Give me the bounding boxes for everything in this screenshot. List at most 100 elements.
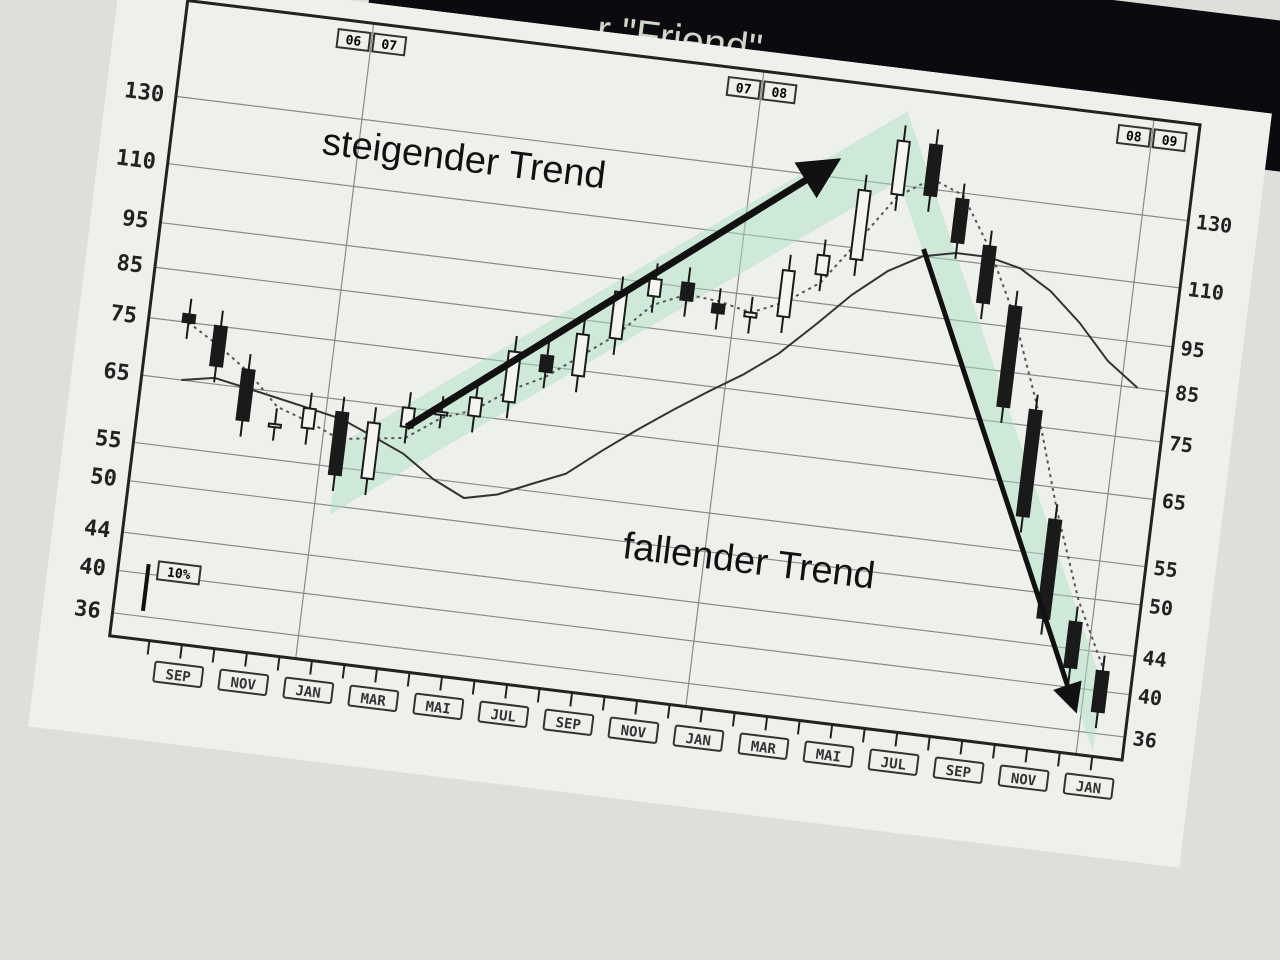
y-tick-label-left: 44 <box>83 515 112 543</box>
year-marker: 07 <box>380 38 397 55</box>
candle <box>360 421 382 481</box>
x-tick <box>244 652 248 667</box>
y-tick-label-right: 50 <box>1148 594 1175 621</box>
x-tick <box>927 736 931 751</box>
year-divider <box>1075 119 1155 755</box>
month-label-box <box>347 684 400 712</box>
month-label: JAN <box>295 683 322 702</box>
month-label-box <box>217 668 270 697</box>
candle <box>890 139 911 197</box>
candle <box>849 188 872 262</box>
x-tick <box>1089 756 1094 771</box>
month-label: MAI <box>815 747 842 766</box>
y-tick-label-left: 65 <box>102 359 131 387</box>
gridline <box>175 95 1189 222</box>
month-label-box <box>672 724 725 752</box>
gridline <box>133 441 1146 568</box>
candle <box>646 277 663 299</box>
x-tick <box>861 728 866 743</box>
candle <box>776 268 796 319</box>
candle <box>538 353 555 374</box>
plot-frame <box>108 0 1202 762</box>
y-tick-label-right: 40 <box>1137 684 1164 711</box>
x-tick <box>699 708 704 723</box>
month-label-box <box>282 676 335 704</box>
year-marker: 08 <box>771 85 789 102</box>
y-tick-label-left: 130 <box>123 78 166 108</box>
scale-flag-bar <box>140 563 151 612</box>
scale-flag-box <box>155 560 202 586</box>
candle <box>996 304 1023 409</box>
x-tick <box>796 720 801 735</box>
uptrend-arrow <box>404 158 842 430</box>
candlestick-chart: 130 130 110 110 95 95 85 85 75 75 65 65 55 55 50 50 44 44… <box>28 0 1272 868</box>
y-tick-label-right: 36 <box>1131 726 1158 753</box>
y-tick-label-left: 85 <box>115 251 144 279</box>
month-label-box <box>607 716 660 744</box>
month-label-box <box>412 692 465 720</box>
year-marker: 08 <box>1125 129 1143 146</box>
x-tick <box>731 712 736 727</box>
x-tick <box>211 648 216 663</box>
candle <box>950 197 970 245</box>
year-marker-box <box>335 28 372 53</box>
year-marker: 09 <box>1161 133 1178 150</box>
candle <box>814 253 831 277</box>
y-tick-label-left: 36 <box>73 596 102 624</box>
month-label-box <box>802 740 855 768</box>
x-tick <box>1024 748 1029 763</box>
chart-slide: 130 130 110 110 95 95 85 85 75 75 65 65 55 55 50 50 44 44… <box>28 0 1272 868</box>
x-tick <box>276 656 281 671</box>
gridline <box>154 266 1168 393</box>
candle <box>235 368 256 423</box>
candle <box>327 410 350 477</box>
candle <box>570 332 591 378</box>
x-tick <box>439 676 444 691</box>
x-tick <box>829 724 834 739</box>
x-tick <box>666 704 671 719</box>
candle <box>466 395 484 418</box>
slide-background <box>28 0 1272 868</box>
x-tick <box>634 700 639 715</box>
y-tick-label-left: 40 <box>78 554 107 582</box>
year-marker-box <box>1151 128 1188 153</box>
x-tick <box>601 696 606 711</box>
candle <box>679 281 696 303</box>
year-marker: 07 <box>735 81 752 98</box>
year-marker-box <box>761 80 798 105</box>
month-label-box <box>997 764 1050 792</box>
year-marker: 06 <box>345 33 363 50</box>
month-label: JAN <box>685 731 712 750</box>
month-label: MAR <box>750 739 778 758</box>
x-tick <box>894 732 899 747</box>
month-label-box <box>932 756 985 784</box>
month-label-box <box>1062 772 1115 800</box>
gridline <box>160 221 1173 348</box>
x-tick <box>959 740 964 755</box>
y-tick-label-right: 55 <box>1152 556 1179 583</box>
candle <box>1015 408 1043 518</box>
candle <box>710 302 726 315</box>
gridline <box>148 317 1162 443</box>
x-tick <box>406 672 411 687</box>
x-tick <box>504 684 509 699</box>
gridline <box>117 569 1131 696</box>
candle <box>1090 669 1110 714</box>
x-tick <box>179 644 183 659</box>
x-tick <box>309 660 313 675</box>
month-label: JUL <box>490 707 517 726</box>
x-tick <box>341 664 346 679</box>
month-label-box <box>542 708 595 736</box>
candle <box>300 406 317 431</box>
candle <box>267 422 283 430</box>
x-tick <box>471 680 476 695</box>
downtrend-arrow <box>921 248 1082 714</box>
y-tick-label-right: 65 <box>1161 489 1188 516</box>
year-divider <box>295 23 375 659</box>
month-label: MAR <box>360 691 388 710</box>
y-tick-label-left: 75 <box>109 301 138 329</box>
month-label: MAI <box>425 699 452 718</box>
y-tick-label-right: 75 <box>1168 431 1195 458</box>
month-label-box <box>152 660 205 689</box>
month-label: SEP <box>164 667 191 686</box>
